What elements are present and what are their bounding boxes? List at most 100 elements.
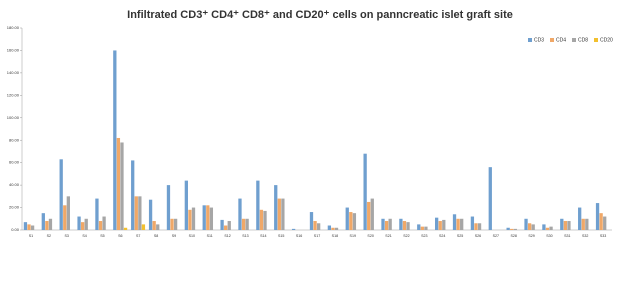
bar [438, 221, 442, 230]
bar [238, 198, 242, 230]
bar [48, 218, 53, 230]
x-tick-label: S23 [421, 234, 427, 238]
bar [277, 198, 281, 230]
bar [545, 227, 550, 230]
x-tick-label: S6 [118, 234, 122, 238]
bar [488, 167, 492, 230]
legend-label: CD3 [534, 37, 544, 43]
bar [585, 218, 589, 230]
legend-label: CD8 [578, 37, 588, 43]
bar [202, 205, 206, 230]
bar [220, 219, 224, 230]
y-tick-label: 40.00 [9, 182, 20, 187]
bar [424, 226, 428, 230]
bar [274, 185, 278, 230]
bar [370, 198, 374, 230]
bar [309, 212, 314, 230]
x-tick-label: S31 [564, 234, 570, 238]
x-tick-label: S2 [47, 234, 51, 238]
bar [156, 224, 160, 230]
bar [417, 224, 421, 230]
x-tick-label: S18 [332, 234, 338, 238]
bar [227, 221, 231, 230]
x-tick-label: S13 [242, 234, 248, 238]
x-tick-label: S15 [278, 234, 284, 238]
bar [460, 218, 464, 230]
bar [513, 228, 517, 230]
bar [209, 207, 214, 230]
bar [131, 160, 135, 230]
bar [263, 210, 267, 230]
bar [77, 216, 81, 230]
y-tick-label: 20.00 [9, 205, 20, 210]
bar [317, 223, 321, 230]
bar [23, 222, 28, 230]
x-tick-label: S29 [528, 234, 534, 238]
bar [291, 228, 296, 230]
bar [563, 221, 568, 230]
x-tick-label: S14 [260, 234, 266, 238]
bar [327, 225, 332, 230]
bar [560, 218, 564, 230]
x-tick-label: S8 [154, 234, 158, 238]
bar [402, 221, 407, 230]
bar [84, 218, 88, 230]
x-tick-label: S30 [546, 234, 552, 238]
x-tick-label: S16 [296, 234, 302, 238]
bar [470, 216, 475, 230]
bar [549, 226, 553, 230]
bar [352, 213, 357, 230]
bar [152, 221, 156, 230]
bar [578, 207, 582, 230]
bar [166, 185, 171, 230]
bar [435, 217, 439, 230]
bar [381, 218, 385, 230]
bar [599, 213, 603, 230]
x-tick-label: S5 [100, 234, 104, 238]
bar [184, 180, 188, 230]
bar [334, 227, 339, 230]
y-tick-label: 80.00 [9, 137, 20, 142]
bar [191, 207, 196, 230]
bar [98, 221, 103, 230]
bar [27, 224, 31, 230]
x-tick-label: S21 [385, 234, 391, 238]
x-tick-label: S27 [493, 234, 499, 238]
bar [527, 223, 532, 230]
bar [95, 198, 99, 230]
bar [120, 142, 124, 230]
bar [474, 223, 478, 230]
bar [542, 224, 546, 230]
bar [30, 225, 35, 230]
x-tick-label: S3 [64, 234, 68, 238]
bar [123, 227, 128, 230]
bar [66, 196, 70, 230]
bar [256, 180, 260, 230]
bar [388, 218, 392, 230]
bar [603, 216, 607, 230]
y-tick-label: 0.00 [11, 227, 20, 232]
bar [524, 218, 528, 230]
bar [567, 221, 571, 230]
bar [170, 218, 174, 230]
bar [138, 196, 142, 230]
bar [452, 214, 457, 230]
bar [456, 218, 460, 230]
x-tick-label: S12 [224, 234, 230, 238]
bar [506, 227, 510, 230]
y-tick-label: 120.00 [7, 92, 20, 97]
bar [102, 216, 106, 230]
x-tick-label: S1 [29, 234, 33, 238]
x-tick-label: S22 [403, 234, 409, 238]
y-tick-label: 60.00 [9, 160, 20, 165]
bar [331, 227, 335, 230]
bar [581, 218, 585, 230]
legend-swatch [528, 38, 532, 42]
bar [384, 221, 389, 230]
x-tick-label: S28 [510, 234, 516, 238]
bar [241, 218, 246, 230]
bar [113, 50, 117, 230]
bar [188, 209, 192, 230]
bar [259, 209, 264, 230]
